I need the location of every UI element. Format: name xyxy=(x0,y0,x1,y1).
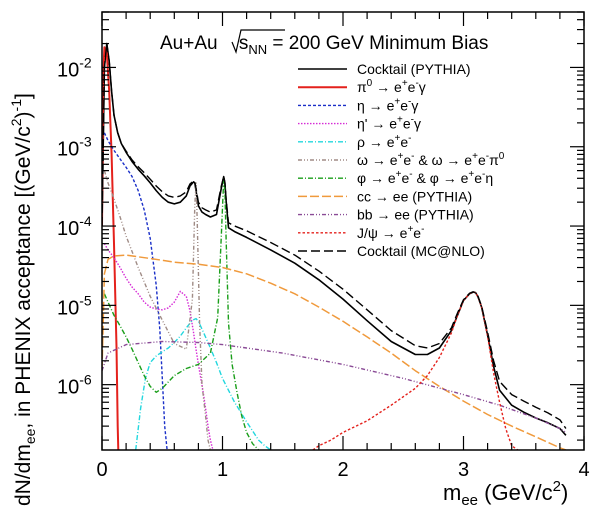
x-tick-label: 4 xyxy=(578,459,589,481)
x-tick-labels: 0 1 2 3 4 xyxy=(96,459,589,481)
y-tick-label: 10-6 xyxy=(57,372,92,399)
legend-label-5: ω → e+e- & ω → e+e-π0 xyxy=(357,151,505,168)
legend-label-3: η' → e+e-γ xyxy=(357,115,421,132)
legend-label-2: η → e+e-γ xyxy=(357,96,418,113)
chart-title: Au+Au sNN = 200 GeV Minimum Bias xyxy=(160,33,488,57)
axis-ticks xyxy=(101,11,585,450)
legend-label-7: cc → ee (PYTHIA) xyxy=(357,188,472,204)
legend: Cocktail (PYTHIA)π0 → e+e-γη → e+e-γ η' →… xyxy=(298,61,505,259)
legend-label-9: J/ψ → e+e- xyxy=(357,224,424,241)
legend-label-0: Cocktail (PYTHIA) xyxy=(357,61,471,77)
y-tick-label: 10-2 xyxy=(57,54,92,81)
series-line-2 xyxy=(103,132,168,450)
series-line-3 xyxy=(103,243,214,450)
legend-label-6: φ → e+e- & φ → e+e-η xyxy=(357,169,493,186)
legend-label-10: Cocktail (MC@NLO) xyxy=(357,243,485,259)
y-axis-label: dN/dmee, in PHENIX acceptance [(GeV/c2)-… xyxy=(8,93,38,506)
series-line-0 xyxy=(102,42,567,436)
series-line-8 xyxy=(102,340,567,433)
plot-frame xyxy=(101,11,585,451)
x-tick-label: 3 xyxy=(458,459,469,481)
x-axis-label: mee (GeV/c2) xyxy=(443,478,568,509)
series-line-4 xyxy=(135,317,272,450)
y-tick-label: 10-3 xyxy=(57,134,92,161)
y-tick-labels: 10-2 10-3 10-4 10-5 10-6 xyxy=(57,54,92,398)
series-line-6 xyxy=(103,178,260,450)
series-line-7 xyxy=(102,254,567,450)
x-tick-label: 0 xyxy=(96,459,107,481)
series-line-10 xyxy=(102,42,567,429)
series-line-5 xyxy=(103,170,212,450)
x-tick-label: 2 xyxy=(337,459,348,481)
y-tick-label: 10-5 xyxy=(57,292,92,319)
y-tick-label: 10-4 xyxy=(57,213,92,240)
x-tick-label: 1 xyxy=(217,459,228,481)
legend-label-4: ρ → e+e- xyxy=(357,133,412,150)
series-layer xyxy=(102,42,567,450)
sqrt-sign xyxy=(231,29,285,55)
legend-label-1: π0 → e+e-γ xyxy=(357,78,426,95)
legend-label-8: bb → ee (PYTHIA) xyxy=(357,207,474,223)
series-line-1 xyxy=(102,46,120,450)
